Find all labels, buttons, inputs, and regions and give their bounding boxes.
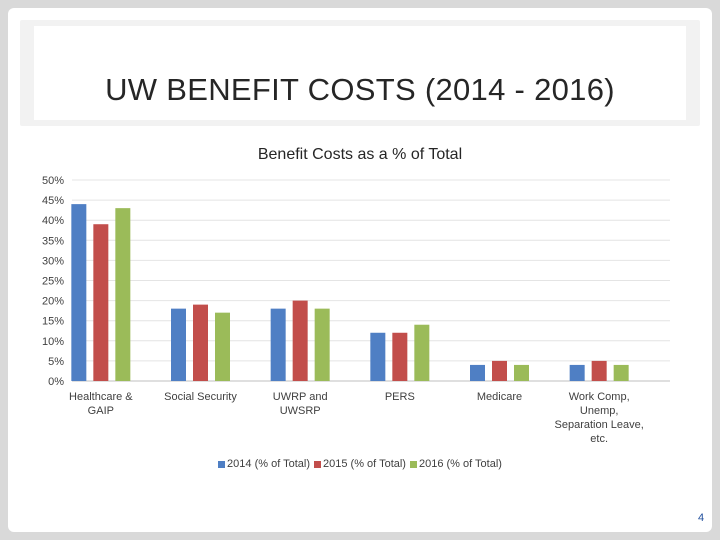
bar — [215, 312, 230, 381]
bar — [171, 308, 186, 381]
x-tick-label-line: etc. — [590, 433, 608, 445]
bar — [514, 364, 529, 381]
title-box: UW BENEFIT COSTS (2014 - 2016) — [34, 26, 686, 120]
y-tick-label: 5% — [48, 356, 64, 368]
bar — [591, 360, 607, 381]
bar — [93, 224, 109, 381]
x-tick-label-line: Healthcare & — [69, 391, 133, 403]
x-tick-label: Social Security — [164, 391, 237, 403]
legend-item: 2014 (% of Total) — [218, 458, 310, 470]
x-tick-label-line: Separation Leave, — [555, 419, 644, 431]
x-tick-label-line: UWSRP — [280, 405, 321, 417]
y-tick-label: 35% — [42, 235, 64, 247]
bar — [414, 324, 430, 381]
page-number: 4 — [698, 512, 705, 524]
bar — [193, 304, 208, 381]
x-tick-label-line: Work Comp, — [569, 391, 630, 403]
chart-legend: 2014 (% of Total) 2015 (% of Total) 2016 (… — [0, 458, 720, 470]
y-tick-label: 45% — [42, 195, 64, 207]
legend-label: 2016 (% of Total) — [418, 458, 502, 470]
x-tick-label-line: PERS — [385, 391, 415, 403]
y-tick-label: 25% — [42, 276, 64, 288]
x-tick-label-line: Medicare — [477, 391, 522, 403]
slide-title: UW BENEFIT COSTS (2014 - 2016) — [105, 72, 615, 107]
bar — [314, 308, 330, 381]
x-tick-label-line: GAIP — [88, 405, 114, 417]
bar — [370, 332, 386, 381]
x-tick-label-line: UWRP and — [273, 391, 328, 403]
legend-label: 2015 (% of Total) — [323, 458, 406, 470]
slide: UW BENEFIT COSTS (2014 - 2016) — [8, 8, 712, 532]
bar — [613, 364, 629, 381]
bar — [115, 208, 131, 381]
legend-label: 2014 (% of Total) — [227, 458, 311, 470]
x-tick-label: Work Comp, Unemp, Separation Leave, etc. — [555, 391, 644, 445]
legend-item: 2016 (% of Total) — [409, 458, 502, 470]
y-tick-label: 50% — [42, 175, 64, 187]
x-tick-label-line: Social Security — [164, 391, 237, 403]
y-tick-label: 15% — [42, 316, 64, 328]
bar — [392, 332, 408, 381]
bar — [71, 204, 87, 381]
x-tick-label: Healthcare & GAIP — [69, 391, 133, 417]
bar — [569, 364, 585, 381]
x-tick-label-line: Unemp, — [580, 405, 619, 417]
y-tick-label: 20% — [42, 296, 64, 308]
legend-swatch — [218, 460, 226, 468]
legend-item: 2015 (% of Total) — [314, 458, 406, 470]
y-tick-label: 0% — [48, 376, 64, 388]
chart-title: Benefit Costs as a % of Total — [257, 146, 463, 163]
y-tick-label: 10% — [42, 336, 64, 348]
bar — [270, 308, 286, 381]
y-tick-label: 30% — [42, 255, 64, 267]
title-band: UW BENEFIT COSTS (2014 - 2016) — [20, 20, 700, 126]
x-tick-label: Medicare — [477, 391, 522, 403]
y-tick-label: 40% — [42, 215, 64, 227]
bar — [470, 364, 485, 381]
legend-swatch — [409, 460, 417, 468]
legend-swatch — [314, 460, 322, 468]
bar — [492, 360, 507, 381]
bar — [292, 300, 308, 381]
x-tick-label: PERS — [385, 391, 415, 403]
x-tick-label: UWRP and UWSRP — [273, 391, 328, 417]
